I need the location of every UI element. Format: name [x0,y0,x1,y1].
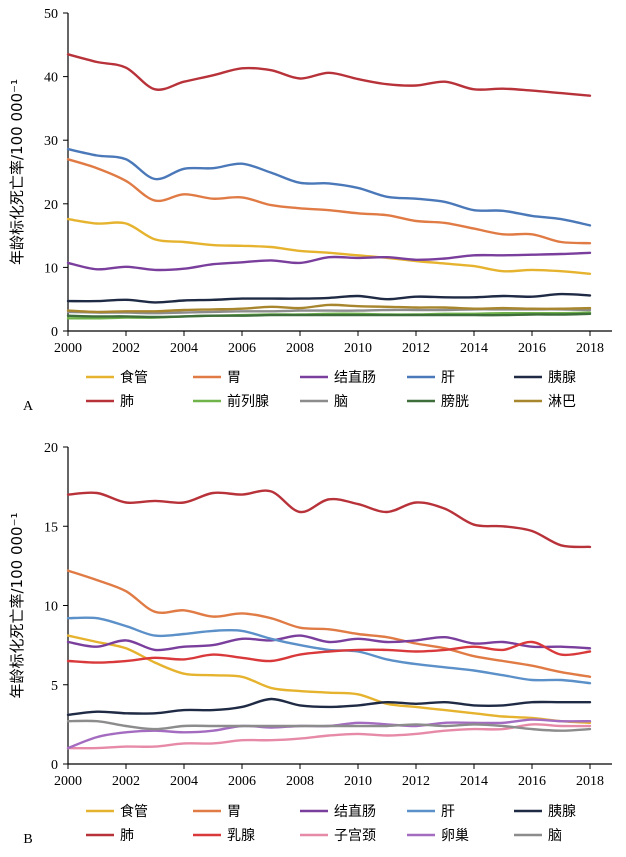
y-tick-label: 20 [44,198,58,213]
series-line-食管 [66,634,592,724]
x-tick-label: 2000 [54,341,82,356]
y-axis-title: 年龄标化死亡率/100 000⁻¹ [8,79,26,265]
x-tick-label: 2012 [402,774,430,789]
x-tick-label: 2000 [54,774,82,789]
series-line-肝 [66,147,592,227]
series-line-淋巴 [66,303,592,314]
legend-label-脑: 脑 [334,394,348,410]
legend-label-肝: 肝 [441,370,455,386]
legend-label-肺: 肺 [120,394,134,410]
series-line-结直肠 [66,634,592,652]
y-tick-label: 10 [44,600,58,615]
x-tick-label: 2010 [344,774,372,789]
x-tick-label: 2006 [228,774,256,789]
y-tick-label: 10 [44,261,58,276]
y-tick-label: 30 [44,134,58,149]
chart-panel-B: 0 5 10 15 20 2000 2002 2004 2006 2008 2010 2012 2014… [8,441,612,847]
legend-label-胃: 胃 [227,804,241,820]
series-line-胰腺 [66,697,592,717]
legend-label-肺: 肺 [120,828,134,844]
y-tick-label: 15 [44,520,58,535]
panel-label: B [23,832,32,847]
y-tick-label: 50 [44,7,58,22]
legend-label-食管: 食管 [120,369,148,386]
x-tick-label: 2006 [228,341,256,356]
x-tick-label: 2010 [344,341,372,356]
series-line-卵巢 [66,718,592,750]
x-tick-label: 2014 [460,341,488,356]
series-line-肺 [66,53,592,97]
series-line-膀胱 [66,312,592,319]
x-tick-label: 2008 [286,341,314,356]
series-line-脑 [66,308,592,315]
x-tick-label: 2004 [170,774,198,789]
y-axis-title: 年龄标化死亡率/100 000⁻¹ [8,512,26,698]
legend-label-脑: 脑 [548,828,562,844]
x-tick-label: 2016 [518,774,546,789]
series-line-食管 [66,217,592,275]
x-tick-label: 2002 [112,774,140,789]
x-tick-label: 2002 [112,341,140,356]
x-tick-label: 2016 [518,341,546,356]
series-line-结直肠 [66,251,592,272]
series-line-子宫颈 [66,723,592,750]
x-tick-label: 2004 [170,341,198,356]
y-tick-label: 5 [51,679,58,694]
legend-label-胰腺: 胰腺 [548,804,576,820]
legend-label-乳腺: 乳腺 [227,828,255,844]
x-tick-label: 2008 [286,774,314,789]
y-tick-label: 0 [51,758,58,773]
legend-label-结直肠: 结直肠 [334,369,376,386]
y-tick-label: 40 [44,71,58,86]
y-tick-label: 0 [51,325,58,340]
legend-label-子宫颈: 子宫颈 [334,828,376,844]
chart-panel-A: 0 10 20 30 40 50 2000 2002 2004 2006 2008 2010 2012 2… [8,7,612,414]
x-tick-label: 2014 [460,774,488,789]
x-tick-label: 2018 [576,341,604,356]
panel-label: A [23,399,34,414]
series-line-脑 [66,719,592,732]
legend-label-前列腺: 前列腺 [227,393,269,410]
legend-label-淋巴: 淋巴 [548,394,576,410]
legend-label-胃: 胃 [227,370,241,386]
legend-label-食管: 食管 [120,803,148,820]
legend-label-肝: 肝 [441,804,455,820]
y-tick-label: 20 [44,441,58,456]
legend-label-胰腺: 胰腺 [548,370,576,386]
series-line-肝 [66,616,592,685]
series-line-肺 [66,489,592,549]
legend-label-结直肠: 结直肠 [334,803,376,820]
series-line-胃 [66,158,592,245]
series-line-胃 [66,569,592,678]
x-tick-label: 2018 [576,774,604,789]
legend-label-膀胱: 膀胱 [441,393,469,410]
series-line-乳腺 [66,640,592,664]
legend-label-卵巢: 卵巢 [441,828,469,844]
series-line-胰腺 [66,292,592,304]
x-tick-label: 2012 [402,341,430,356]
